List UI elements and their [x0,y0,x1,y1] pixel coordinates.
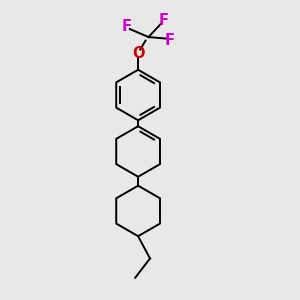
Text: F: F [158,13,168,28]
Text: F: F [164,32,174,47]
Text: O: O [132,46,144,61]
Text: F: F [121,19,131,34]
